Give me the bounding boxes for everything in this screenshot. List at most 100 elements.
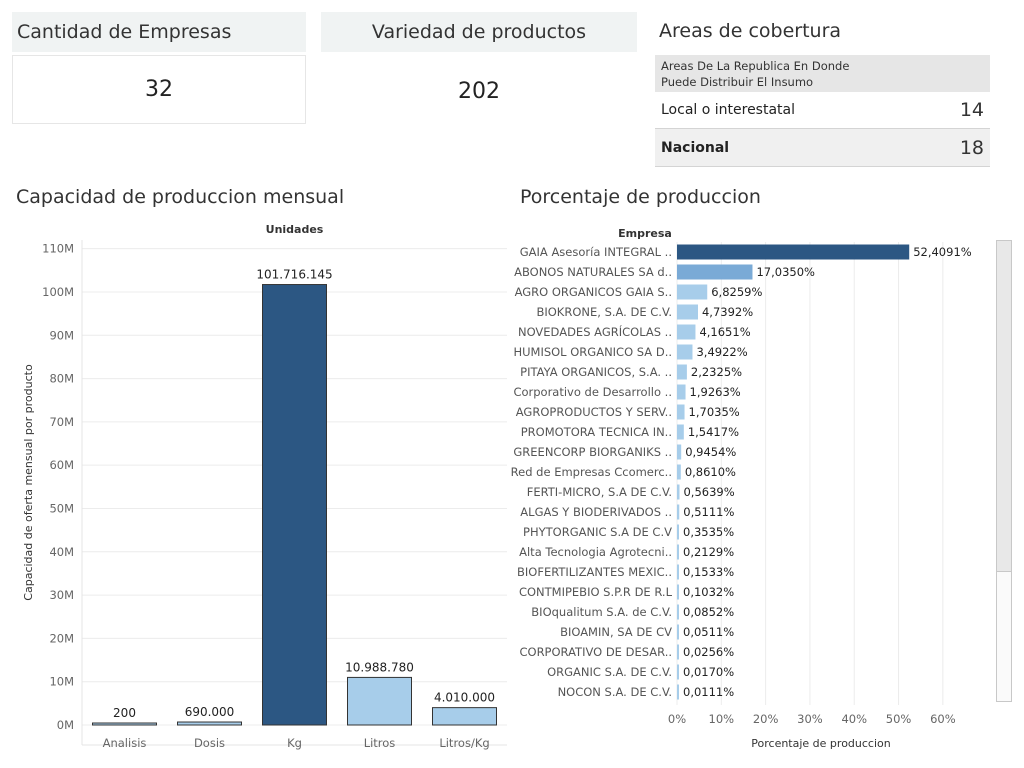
porcentaje-title: Porcentaje de produccion <box>520 186 761 208</box>
porcentaje-company-label: Corporativo de Desarrollo .. <box>513 385 672 399</box>
porcentaje-company-label: PROMOTORA TECNICA IN.. <box>521 425 672 439</box>
porcentaje-company-label: Red de Empresas Ccomerc.. <box>511 465 672 479</box>
porcentaje-data-label: 17,0350% <box>756 265 815 279</box>
porcentaje-data-label: 0,1032% <box>683 585 734 599</box>
porcentaje-bar <box>677 384 686 400</box>
porcentaje-row-header: Empresa <box>618 227 672 240</box>
porcentaje-bar <box>677 504 680 520</box>
porcentaje-company-label: BIOKRONE, S.A. DE C.V. <box>536 305 672 319</box>
porcentaje-company-label: GAIA Asesoría INTEGRAL .. <box>520 245 672 259</box>
porcentaje-bar <box>677 484 680 500</box>
coverage-header: Areas De La Republica En Donde Puede Dis… <box>655 55 990 92</box>
porcentaje-company-label: GREENCORP BIORGANIKS .. <box>513 445 672 459</box>
capacidad-data-label: 690.000 <box>185 705 235 719</box>
porcentaje-company-label: CONTMIPEBIO S.P.R DE R.L <box>519 585 673 599</box>
porcentaje-company-label: ALGAS Y BIODERIVADOS .. <box>520 505 672 519</box>
porcentaje-data-label: 0,0852% <box>683 605 734 619</box>
porcentaje-scrollbar[interactable] <box>996 240 1012 702</box>
porcentaje-bar <box>677 364 687 380</box>
capacidad-bar <box>262 284 327 726</box>
porcentaje-data-label: 4,1651% <box>699 325 750 339</box>
capacidad-bar-chart: Unidades 0M 10M 20M 30M 40M 50M 60M 70M 80M 90M 100… <box>22 223 507 750</box>
porcentaje-xtick-label: 10% <box>709 712 735 726</box>
porcentaje-bar <box>677 324 696 340</box>
capacidad-ytick-label: 40M <box>49 545 74 559</box>
porcentaje-bar <box>677 664 679 680</box>
porcentaje-bar <box>677 244 910 260</box>
porcentaje-company-label: CORPORATIVO DE DESAR.. <box>519 645 672 659</box>
porcentaje-data-label: 4,7392% <box>702 305 753 319</box>
porcentaje-data-label: 1,9263% <box>690 385 741 399</box>
porcentaje-company-label: BIOqualitum S.A. de C.V. <box>531 605 672 619</box>
porcentaje-data-label: 0,0256% <box>683 645 734 659</box>
porcentaje-data-label: 52,4091% <box>913 245 972 259</box>
porcentaje-company-label: HUMISOL ORGANICO SA D.. <box>513 345 672 359</box>
porcentaje-bar <box>677 264 753 280</box>
porcentaje-bar <box>677 604 679 620</box>
porcentaje-bar <box>677 344 693 360</box>
capacidad-ytick-label: 70M <box>49 415 74 429</box>
capacidad-data-label: 10.988.780 <box>345 660 414 674</box>
coverage-row-value: 14 <box>959 99 984 121</box>
porcentaje-data-label: 0,3535% <box>683 525 734 539</box>
capacidad-ytick-label: 80M <box>49 372 74 386</box>
porcentaje-bar <box>677 584 679 600</box>
capacidad-title: Capacidad de produccion mensual <box>16 186 345 208</box>
porcentaje-company-label: PITAYA ORGANICOS, S.A. .. <box>520 365 672 379</box>
porcentaje-xtick-label: 20% <box>753 712 779 726</box>
porcentaje-data-label: 0,1533% <box>683 565 734 579</box>
porcentaje-bar <box>677 624 679 640</box>
kpi-empresas-value: 32 <box>12 55 306 124</box>
porcentaje-bar <box>677 564 679 580</box>
capacidad-ytick-label: 50M <box>49 501 74 515</box>
porcentaje-xtick-label: 30% <box>797 712 823 726</box>
porcentaje-data-label: 0,5111% <box>683 505 734 519</box>
porcentaje-bar <box>677 424 684 440</box>
coverage-row-nacional[interactable]: Nacional 18 <box>655 129 990 167</box>
kpi-empresas-title: Cantidad de Empresas <box>12 12 306 52</box>
coverage-header-line-1: Areas De La Republica En Donde <box>661 59 850 73</box>
porcentaje-bar <box>677 304 698 320</box>
porcentaje-xtick-label: 60% <box>930 712 956 726</box>
porcentaje-company-label: Alta Tecnologia Agrotecni.. <box>519 545 672 559</box>
capacidad-xtick-label: Kg <box>287 736 302 750</box>
coverage-title: Areas de cobertura <box>659 20 842 42</box>
capacidad-y-axis-title: Capacidad de oferta mensual por producto <box>22 364 35 601</box>
porcentaje-scrollbar-thumb[interactable] <box>997 241 1011 572</box>
kpi-productos-value: 202 <box>458 78 500 104</box>
porcentaje-company-label: PHYTORGANIC S.A DE C.V <box>523 525 672 539</box>
porcentaje-company-label: AGRO ORGANICOS GAIA S.. <box>515 285 672 299</box>
capacidad-ytick-label: 110M <box>42 242 74 256</box>
porcentaje-bar <box>677 524 679 540</box>
capacidad-bar <box>177 721 242 726</box>
capacidad-data-label: 200 <box>113 706 136 720</box>
coverage-row-label: Local o interestatal <box>661 102 795 118</box>
porcentaje-xtick-label: 0% <box>668 712 686 726</box>
porcentaje-company-label: ABONOS NATURALES SA d.. <box>514 265 672 279</box>
capacidad-ytick-label: 60M <box>49 458 74 472</box>
porcentaje-x-axis-title: Porcentaje de produccion <box>751 737 890 750</box>
porcentaje-bar <box>677 444 682 460</box>
kpi-productos-title: Variedad de productos <box>321 12 637 52</box>
coverage-row-label: Nacional <box>661 139 730 156</box>
porcentaje-xtick-label: 50% <box>886 712 912 726</box>
porcentaje-data-label: 0,2129% <box>683 545 734 559</box>
capacidad-ytick-label: 100M <box>42 285 74 299</box>
coverage-header-line-2: Puede Distribuir El Insumo <box>661 75 814 89</box>
capacidad-xtick-label: Litros/Kg <box>439 736 489 750</box>
porcentaje-company-label: FERTI-MICRO, S.A DE C.V. <box>527 485 672 499</box>
coverage-row-local[interactable]: Local o interestatal 14 <box>655 92 990 129</box>
porcentaje-data-label: 0,5639% <box>683 485 734 499</box>
porcentaje-data-label: 0,0511% <box>683 625 734 639</box>
coverage-row-value: 18 <box>959 136 984 159</box>
capacidad-ytick-label: 0M <box>57 718 74 732</box>
capacidad-bar <box>432 707 497 726</box>
porcentaje-bar <box>677 684 679 700</box>
porcentaje-bar-chart: Empresa 0% 10% 20% 30% 40% 50% 60% Porcentaje de… <box>511 227 972 750</box>
capacidad-ytick-label: 30M <box>49 588 74 602</box>
porcentaje-bar <box>677 464 681 480</box>
porcentaje-data-label: 1,5417% <box>688 425 739 439</box>
capacidad-bar <box>92 722 157 726</box>
capacidad-xtick-label: Litros <box>364 736 396 750</box>
porcentaje-company-label: BIOFERTILIZANTES MEXIC.. <box>517 565 672 579</box>
